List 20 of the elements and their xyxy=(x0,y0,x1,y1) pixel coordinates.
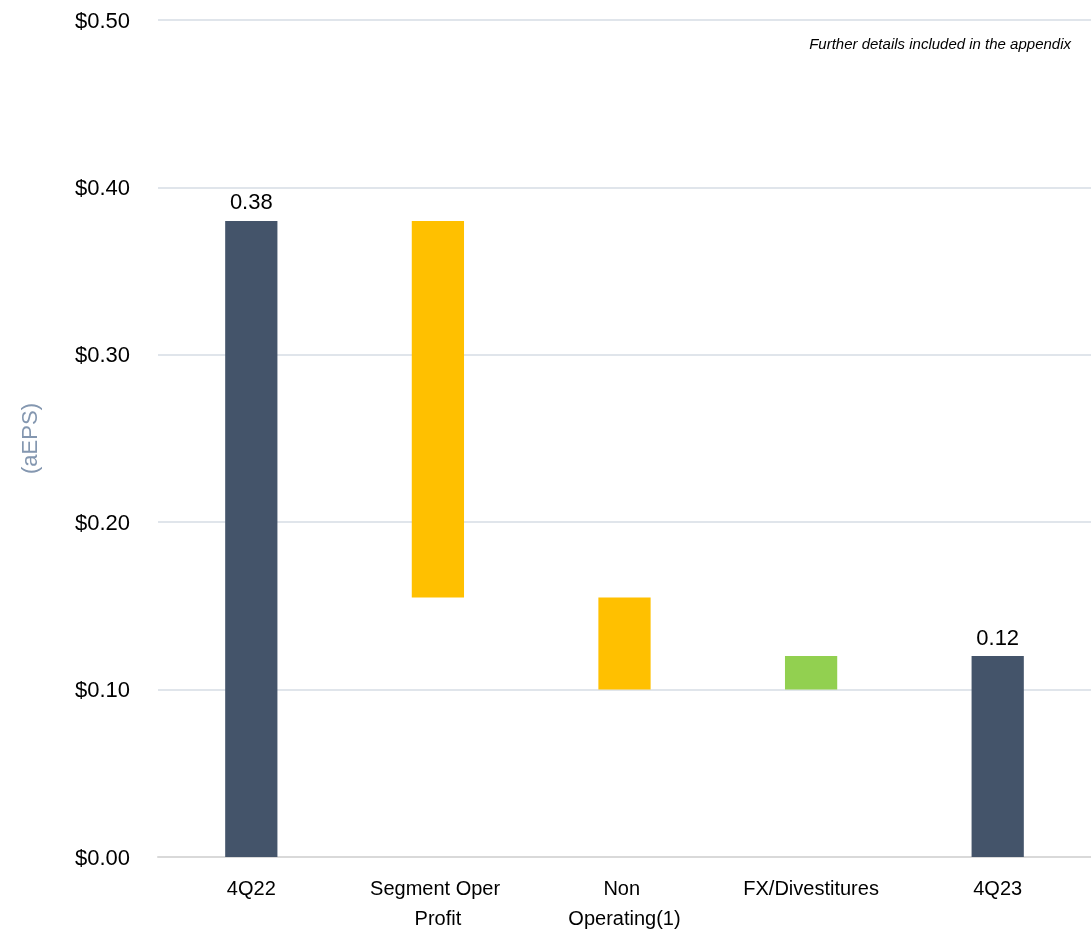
bar xyxy=(225,220,278,857)
bar xyxy=(598,597,651,690)
bar xyxy=(784,656,838,690)
x-tick-label: FX/Divestitures xyxy=(743,877,879,899)
data-label: 0.38 xyxy=(229,189,273,215)
x-tick-label: 4Q23 xyxy=(973,877,1023,899)
y-tick-label: $0.40 xyxy=(74,174,130,200)
x-tick-label: Non Operating(1) xyxy=(568,877,681,929)
y-axis-title: (aEPS) xyxy=(16,403,42,474)
y-tick-label: $0.30 xyxy=(74,342,130,368)
bar xyxy=(971,656,1024,857)
y-tick-label: $0.10 xyxy=(74,677,130,703)
x-tick-label: 4Q22 xyxy=(226,877,276,899)
y-tick-label: $0.50 xyxy=(74,7,130,33)
bar xyxy=(411,220,465,598)
y-tick-label: $0.00 xyxy=(74,844,130,870)
x-tick-label: Segment Oper Profit xyxy=(370,877,506,929)
annotation: Further details included in the appendix xyxy=(809,35,1072,52)
data-label: 0.12 xyxy=(976,624,1020,650)
y-tick-label: $0.20 xyxy=(74,509,130,535)
